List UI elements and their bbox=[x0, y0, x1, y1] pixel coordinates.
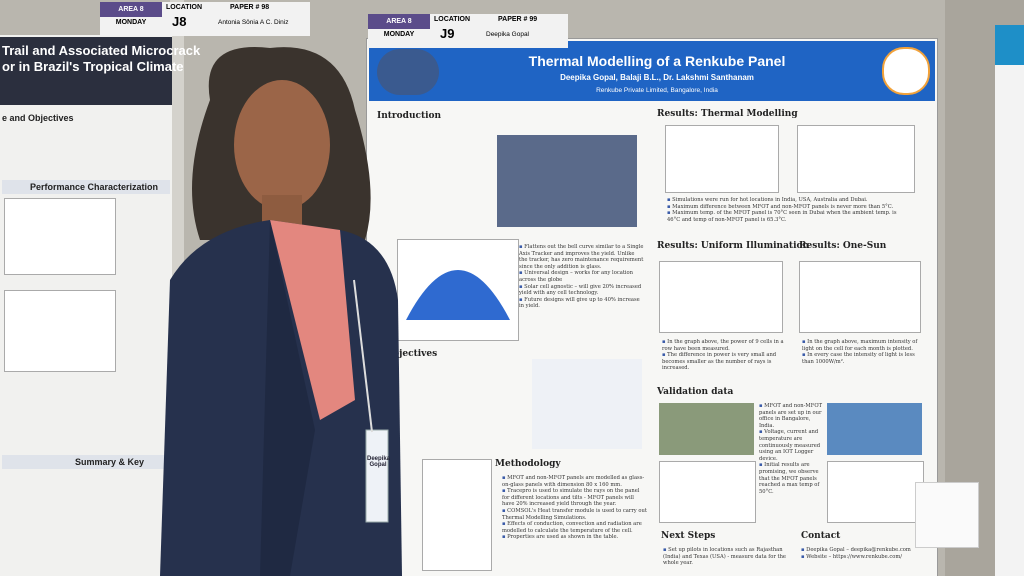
main-tag: AREA 8 MONDAY LOCATION J9 PAPER # 99 Dee… bbox=[368, 14, 568, 48]
properties-table bbox=[422, 459, 492, 571]
bullet: Properties are used as shown in the tabl… bbox=[502, 534, 647, 541]
shirt bbox=[270, 220, 355, 420]
lanyard bbox=[353, 279, 373, 433]
bullet: Effects of conduction, convection and ra… bbox=[502, 521, 647, 534]
face bbox=[234, 80, 330, 210]
poster-header bbox=[369, 41, 935, 101]
bullet: Tracepro is used to simulate the rays on… bbox=[502, 488, 647, 508]
person bbox=[160, 47, 402, 576]
bullet: Deepika Gopal – deepika@renkube.com bbox=[801, 547, 931, 554]
author: Deepika Gopal bbox=[486, 31, 529, 38]
main-poster: Thermal Modelling of a Renkube Panel Dee… bbox=[366, 38, 938, 576]
section-heading: Objectives bbox=[385, 349, 438, 359]
badge bbox=[365, 429, 389, 523]
intro-list: Flattens out the bell curve similar to a… bbox=[519, 244, 644, 310]
uniform-list: In the graph above, the power of 9 cells… bbox=[662, 339, 784, 372]
photo bbox=[827, 403, 922, 455]
curve-area bbox=[406, 270, 510, 320]
left-section: e and Objectives bbox=[2, 113, 74, 123]
lapel bbox=[260, 220, 315, 576]
left-poster-header bbox=[0, 37, 172, 105]
diagram bbox=[532, 359, 642, 449]
chart-image bbox=[799, 261, 921, 333]
validation-list: MFOT and non-MFOT panels are set up in o… bbox=[759, 403, 823, 495]
poster-affiliation: Renkube Private Limited, Bangalore, Indi… bbox=[596, 87, 718, 94]
chart-image bbox=[827, 461, 924, 523]
bullet: MFOT and non-MFOT panels are set up in o… bbox=[759, 403, 823, 429]
bullet: Maximum difference between MFOT and non-… bbox=[667, 204, 907, 211]
section-heading: Next Steps bbox=[661, 531, 716, 541]
location-label: LOCATION bbox=[434, 16, 471, 23]
bullet: Future designs will give up to 40% incre… bbox=[519, 297, 644, 310]
poster-authors: Deepika Gopal, Balaji B.L., Dr. Lakshmi … bbox=[560, 73, 754, 82]
bullet: COMSOL's Heat transfer module is used to… bbox=[502, 508, 647, 521]
bullet: Initial results are promising, we observ… bbox=[759, 462, 823, 495]
left-title: Trail and Associated Microcrack bbox=[2, 43, 201, 58]
author: Antonia Sônia A C. Diniz bbox=[218, 19, 289, 26]
day: MONDAY bbox=[383, 31, 415, 38]
left-section: Summary & Key bbox=[75, 457, 145, 467]
section-band bbox=[2, 180, 170, 194]
left-title: or in Brazil's Tropical Climate bbox=[2, 59, 184, 74]
figure bbox=[4, 290, 116, 372]
area: AREA 8 bbox=[100, 2, 162, 17]
bell-curve-figure bbox=[397, 239, 519, 341]
section-band bbox=[2, 455, 170, 469]
next-steps-list: Set up pilots in locations such as Rajas… bbox=[663, 547, 788, 567]
badge-name: Deepika Gopal bbox=[367, 456, 391, 468]
left-poster: Trail and Associated Microcrack or in Br… bbox=[0, 35, 200, 576]
section-heading: Introduction bbox=[377, 111, 442, 121]
one-sun-list: In the graph above, maximum intensity of… bbox=[802, 339, 922, 365]
thermal-list: Simulations were run for hot locations i… bbox=[667, 197, 907, 223]
poster-title: Thermal Modelling of a Renkube Panel bbox=[528, 53, 786, 69]
right-poster-edge bbox=[995, 25, 1024, 576]
card-holder bbox=[915, 482, 979, 548]
figure bbox=[4, 198, 116, 275]
logo-image bbox=[377, 49, 439, 95]
chart-image bbox=[659, 261, 783, 333]
bullet: In every case the intensity of light is … bbox=[802, 352, 922, 365]
photo bbox=[659, 403, 754, 455]
bullet: Maximum temp. of the MFOT panel is 70°C … bbox=[667, 210, 907, 223]
section-heading: Methodology bbox=[495, 459, 561, 469]
section-heading: Results: Uniform Illumination bbox=[657, 241, 810, 251]
area: AREA 8 bbox=[368, 14, 430, 29]
paper: PAPER # 98 bbox=[230, 4, 270, 11]
location: J8 bbox=[172, 14, 187, 29]
methodology-list: MFOT and non-MFOT panels are modelled as… bbox=[502, 475, 647, 541]
chart-image bbox=[659, 461, 756, 523]
chart-image bbox=[797, 125, 915, 193]
bullet: Set up pilots in locations such as Rajas… bbox=[663, 547, 788, 567]
bullet: Simulations were run for hot locations i… bbox=[667, 197, 907, 204]
panel-render bbox=[497, 135, 637, 227]
location-label: LOCATION bbox=[166, 4, 203, 11]
section-heading: Validation data bbox=[657, 387, 734, 397]
bullet: In the graph above, the power of 9 cells… bbox=[662, 339, 784, 352]
section-heading: Results: One-Sun bbox=[799, 241, 887, 251]
left-section: Performance Characterization bbox=[30, 182, 159, 192]
bullet: Voltage, current and temperature are con… bbox=[759, 429, 823, 462]
bullet: Flattens out the bell curve similar to a… bbox=[519, 244, 644, 270]
day: MONDAY bbox=[115, 19, 147, 26]
location: J9 bbox=[440, 26, 455, 41]
chart-image bbox=[665, 125, 779, 193]
bullet: MFOT and non-MFOT panels are modelled as… bbox=[502, 475, 647, 488]
company-logo bbox=[882, 47, 930, 95]
bullet: The difference in power is very small an… bbox=[662, 352, 784, 372]
bullet: Universal design – works for any locatio… bbox=[519, 270, 644, 283]
left-tag: AREA 8 MONDAY LOCATION J8 PAPER # 98 Ant… bbox=[100, 2, 310, 36]
bullet: In the graph above, maximum intensity of… bbox=[802, 339, 922, 352]
paper: PAPER # 99 bbox=[498, 16, 538, 23]
bullet: Solar cell agnostic – will give 20% incr… bbox=[519, 284, 644, 297]
section-heading: Results: Thermal Modelling bbox=[657, 109, 798, 119]
section-heading: Contact bbox=[801, 531, 841, 541]
bell-curve bbox=[406, 270, 510, 320]
contact-list: Deepika Gopal – deepika@renkube.comWebsi… bbox=[801, 547, 931, 560]
bullet: Website – https://www.renkube.com/ bbox=[801, 554, 931, 561]
